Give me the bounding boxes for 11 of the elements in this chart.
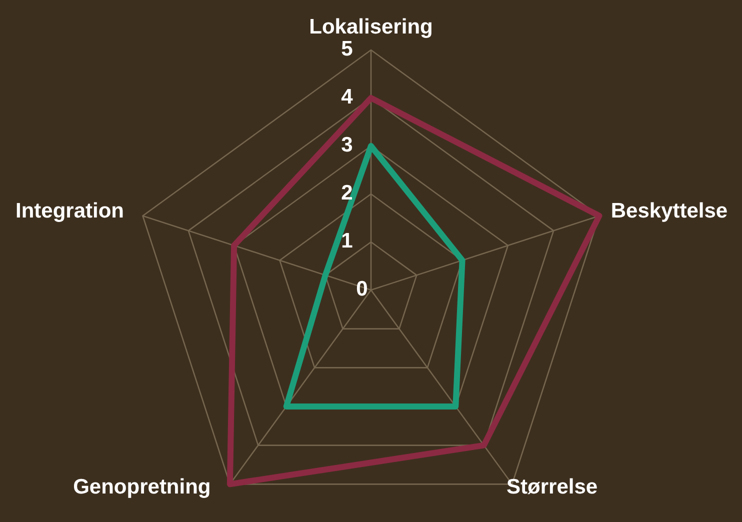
y-tick-label: 0 bbox=[356, 278, 368, 301]
y-tick-label: 3 bbox=[341, 134, 353, 157]
spoke-label: Størrelse bbox=[506, 476, 598, 499]
spoke-label: Beskyttelse bbox=[610, 199, 728, 222]
y-tick-label: 4 bbox=[341, 86, 354, 109]
spoke-label: Genopretning bbox=[73, 476, 211, 499]
y-tick-label: 5 bbox=[341, 38, 354, 61]
y-tick-label: 2 bbox=[341, 182, 353, 205]
spoke-label: Integration bbox=[15, 199, 124, 222]
spoke-label: Lokalisering bbox=[309, 16, 433, 39]
y-tick-label: 1 bbox=[341, 230, 354, 253]
